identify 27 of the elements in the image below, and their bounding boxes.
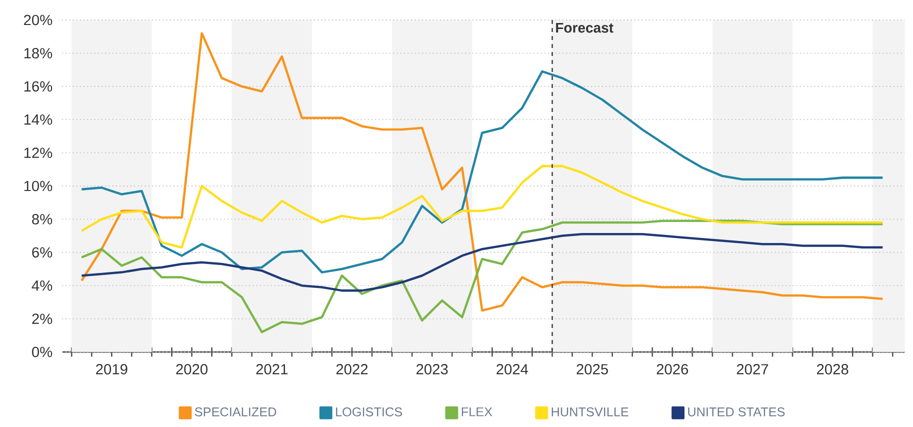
legend-label: UNITED STATES [688,407,785,416]
y-tick-label: 8% [32,214,52,224]
y-tick-label: 12% [24,148,52,158]
y-tick-label: 4% [32,280,52,291]
y-tick-label: 0% [32,346,52,358]
y-tick-label: 20% [24,14,52,26]
x-tick-label: 2019 [96,364,128,374]
legend-label: LOGISTICS [336,407,402,416]
legend-label: FLEX [462,407,492,416]
legend-label: HUNTSVILLE [552,407,628,416]
y-tick-label: 10% [24,180,52,192]
x-tick-label: 2023 [416,364,448,374]
x-tick-label: 2021 [256,364,288,374]
y-tick-label: 14% [24,114,52,125]
x-tick-label: 2024 [496,364,528,374]
legend-label: SPECIALIZED [194,407,276,416]
y-tick-label: 18% [24,48,52,58]
y-tick-label: 2% [32,314,52,324]
y-tick-label: 16% [24,81,52,92]
x-tick-label: 2028 [816,364,848,374]
x-tick-label: 2025 [576,364,608,374]
x-tick-label: 2020 [176,364,208,374]
ref-line-label: Forecast [556,22,614,33]
x-tick-label: 2022 [336,364,368,374]
x-tick-label: 2026 [656,364,688,374]
x-tick-label: 2027 [736,364,768,374]
y-tick-label: 6% [32,247,52,258]
